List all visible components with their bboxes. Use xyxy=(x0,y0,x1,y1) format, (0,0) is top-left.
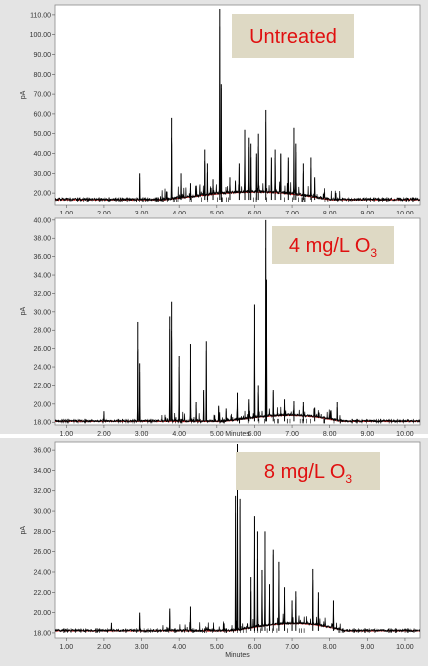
x-tick-label: 5.00 xyxy=(210,431,224,438)
y-axis-label: pA xyxy=(20,526,27,535)
y-tick-label: 36.00 xyxy=(33,254,51,261)
x-axis-label: Minutes xyxy=(225,652,250,659)
y-tick-label: 100.00 xyxy=(30,32,52,39)
y-tick-label: 20.00 xyxy=(33,401,51,408)
y-tick-label: 28.00 xyxy=(33,328,51,335)
y-tick-label: 40.00 xyxy=(33,151,51,158)
x-tick-label: 2.00 xyxy=(97,431,111,438)
signal-trace xyxy=(55,444,420,633)
y-tick-label: 110.00 xyxy=(30,12,51,19)
y-tick-label: 18.00 xyxy=(33,630,51,637)
y-tick-label: 32.00 xyxy=(33,291,51,298)
y-axis-label: pA xyxy=(20,307,27,316)
x-tick-label: 7.00 xyxy=(285,431,299,438)
y-tick-label: 24.00 xyxy=(33,569,51,576)
sample-label-box xyxy=(236,452,380,490)
y-tick-label: 18.00 xyxy=(33,420,51,427)
y-tick-label: 28.00 xyxy=(33,529,51,536)
sample-label-box xyxy=(272,226,394,264)
y-tick-label: 38.00 xyxy=(33,236,51,243)
x-tick-label: 1.00 xyxy=(59,431,73,438)
y-tick-label: 32.00 xyxy=(33,488,51,495)
x-tick-label: 9.00 xyxy=(361,431,375,438)
chromatogram-panel-1: 20.00 30.00 40.00 50.00 60.00 70.00 80.00 90.00… xyxy=(0,0,428,220)
y-tick-label: 80.00 xyxy=(33,72,51,79)
x-tick-label: 10.00 xyxy=(396,431,414,438)
y-tick-label: 22.00 xyxy=(33,383,51,390)
x-tick-label: 2.00 xyxy=(97,644,111,651)
chromatogram-panel-3: 18.00 20.00 22.00 24.00 26.00 28.00 30.00 32.00… xyxy=(0,438,428,666)
x-tick-label: 4.00 xyxy=(172,644,186,651)
y-tick-label: 90.00 xyxy=(33,52,51,59)
y-tick-label: 30.00 xyxy=(33,309,51,316)
x-tick-label: 6.00 xyxy=(248,431,262,438)
y-tick-label: 26.00 xyxy=(33,346,51,353)
y-tick-label: 40.00 xyxy=(33,217,51,224)
x-tick-label: 3.00 xyxy=(135,644,149,651)
y-tick-label: 34.00 xyxy=(33,273,51,280)
x-tick-label: 8.00 xyxy=(323,431,337,438)
chromatogram-panel-2: 18.00 20.00 22.00 24.00 26.00 28.00 30.00 32.00… xyxy=(0,214,428,438)
y-tick-label: 20.00 xyxy=(33,610,51,617)
x-tick-label: 5.00 xyxy=(210,644,224,651)
sample-label: Untreated xyxy=(249,26,337,48)
x-tick-label: 7.00 xyxy=(285,644,299,651)
x-axis-label: Minutes xyxy=(225,431,250,438)
y-tick-label: 20.00 xyxy=(33,191,51,198)
sample-label-box xyxy=(232,14,354,58)
y-tick-label: 50.00 xyxy=(33,131,51,138)
sample-label: 4 mg/L O3 xyxy=(289,235,378,260)
x-tick-label: 4.00 xyxy=(172,431,186,438)
y-tick-label: 70.00 xyxy=(33,92,51,99)
y-tick-label: 30.00 xyxy=(33,171,51,178)
sample-label: 8 mg/L O3 xyxy=(264,461,353,486)
x-tick-label: 8.00 xyxy=(323,644,337,651)
y-tick-label: 22.00 xyxy=(33,590,51,597)
y-tick-label: 26.00 xyxy=(33,549,51,556)
x-tick-label: 9.00 xyxy=(361,644,375,651)
y-tick-label: 34.00 xyxy=(33,468,51,475)
y-tick-label: 30.00 xyxy=(33,509,51,516)
y-tick-label: 36.00 xyxy=(33,448,51,455)
x-tick-label: 10.00 xyxy=(396,644,414,651)
y-axis-label: pA xyxy=(20,90,27,99)
x-tick-label: 6.00 xyxy=(248,644,262,651)
x-tick-label: 1.00 xyxy=(59,644,73,651)
y-tick-label: 60.00 xyxy=(33,111,51,118)
x-tick-label: 3.00 xyxy=(135,431,149,438)
trace-group xyxy=(55,8,420,203)
y-tick-label: 24.00 xyxy=(33,365,51,372)
trace-group xyxy=(55,219,420,424)
